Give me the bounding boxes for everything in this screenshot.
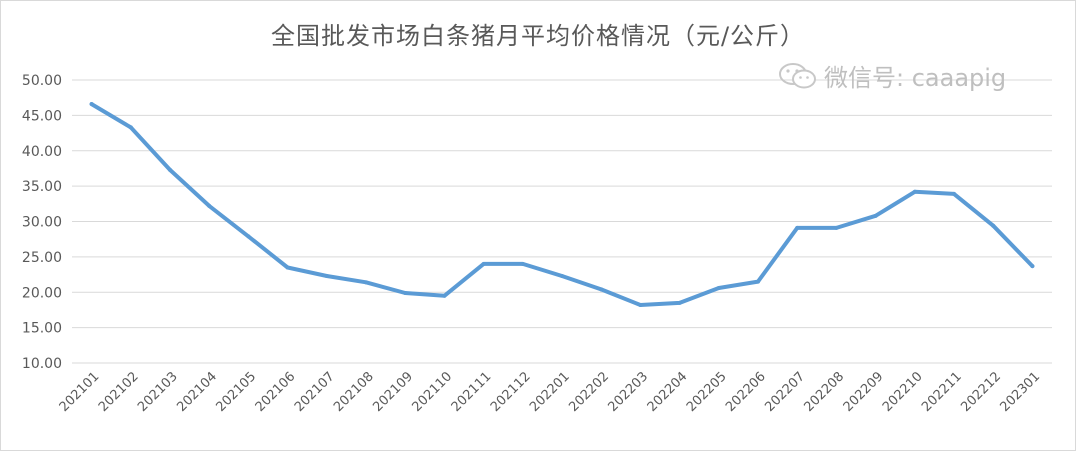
data-point	[364, 280, 368, 285]
data-point	[873, 213, 878, 218]
x-tick-label: 202208	[802, 369, 848, 415]
data-point	[677, 300, 682, 305]
x-tick-label: 202301	[998, 369, 1044, 415]
x-tick-label: 202102	[96, 369, 142, 415]
watermark-text: 微信号: caaapig	[824, 64, 1007, 92]
wechat-icon	[779, 62, 816, 88]
data-point	[246, 234, 251, 239]
data-point	[520, 261, 525, 266]
x-tick-label: 202211	[919, 369, 965, 415]
series-lines	[89, 102, 1035, 307]
x-tick-label: 202101	[57, 369, 103, 415]
y-tick-label: 45.00	[22, 108, 62, 124]
y-tick-label: 25.00	[22, 250, 62, 266]
chart-title: 全国批发市场白条猪月平均价格情况（元/公斤）	[270, 22, 806, 50]
data-point	[481, 261, 486, 266]
x-axis-labels: 2021012021022021032021042021052021062021…	[57, 369, 1044, 415]
y-tick-label: 40.00	[22, 144, 62, 160]
x-tick-label: 202212	[958, 369, 1004, 415]
x-tick-label: 202109	[370, 369, 416, 415]
y-tick-label: 15.00	[22, 321, 62, 337]
x-tick-label: 202104	[174, 369, 220, 415]
x-tick-label: 202206	[723, 369, 769, 415]
data-point	[599, 287, 604, 292]
x-tick-label: 202108	[331, 369, 377, 415]
data-point	[324, 273, 329, 278]
x-tick-label: 202207	[762, 369, 808, 415]
data-point	[168, 167, 172, 172]
data-point	[991, 223, 996, 228]
data-point	[912, 189, 917, 194]
data-point	[442, 293, 447, 298]
data-point	[1030, 264, 1035, 269]
y-tick-label: 50.00	[22, 73, 62, 89]
data-point	[834, 225, 839, 230]
data-point	[560, 273, 564, 278]
data-point	[89, 102, 94, 107]
grid-lines	[72, 79, 1052, 364]
x-tick-label: 202205	[684, 369, 730, 415]
x-tick-label: 202204	[645, 369, 691, 415]
x-tick-label: 202210	[880, 369, 926, 415]
x-tick-label: 202105	[214, 369, 260, 415]
watermark: 微信号: caaapig	[778, 58, 1006, 93]
x-tick-label: 202111	[449, 369, 495, 415]
x-tick-label: 202103	[135, 369, 181, 415]
x-tick-label: 202202	[566, 369, 612, 415]
x-tick-label: 202106	[253, 369, 299, 415]
y-tick-label: 10.00	[22, 356, 62, 372]
data-point	[716, 286, 721, 291]
data-point	[756, 279, 760, 284]
y-tick-label: 30.00	[22, 215, 62, 231]
x-tick-label: 202203	[606, 369, 652, 415]
data-point	[207, 203, 212, 208]
y-axis-labels: 10.00 15.00 20.00 25.00 30.00 35.00 40.00 45.00…	[22, 73, 62, 372]
y-tick-label: 20.00	[22, 285, 62, 301]
x-tick-label: 202112	[488, 369, 534, 415]
data-point	[128, 125, 133, 130]
data-point	[952, 191, 956, 196]
data-point	[638, 302, 643, 307]
data-point	[795, 225, 800, 230]
data-point	[403, 290, 408, 295]
x-tick-label: 202107	[292, 369, 338, 415]
x-tick-label: 202209	[841, 369, 887, 415]
x-tick-label: 202201	[527, 369, 573, 415]
y-tick-label: 35.00	[22, 179, 62, 195]
data-point	[285, 265, 290, 270]
x-tick-label: 202110	[410, 369, 456, 415]
